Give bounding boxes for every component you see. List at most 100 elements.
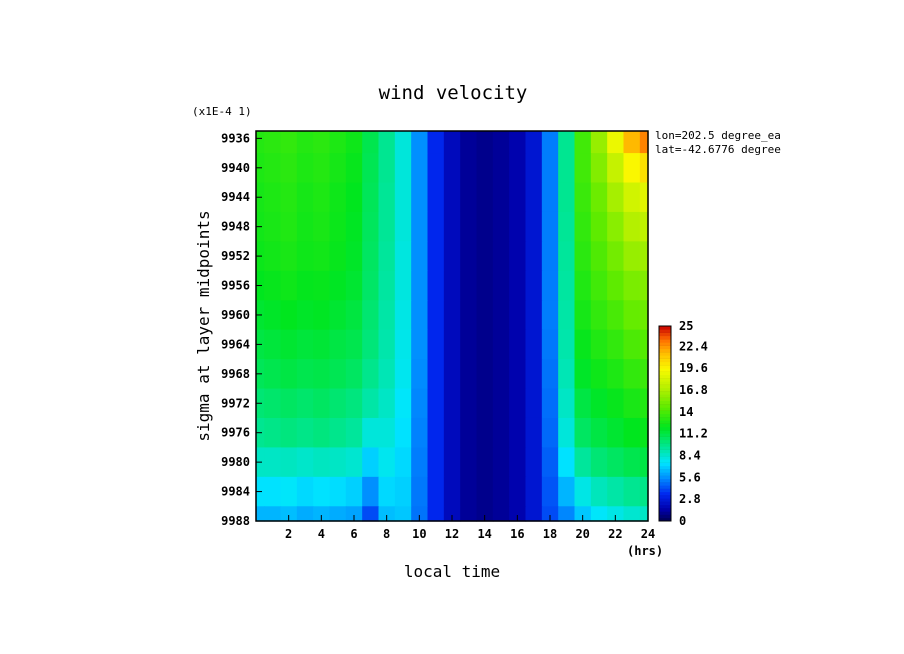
heatmap-cell: [280, 329, 298, 360]
heatmap-cell: [476, 241, 494, 272]
y-tick-label: 9984: [221, 485, 250, 499]
heatmap-cell: [492, 417, 510, 449]
heatmap-cell: [607, 329, 625, 360]
heatmap-cell: [427, 270, 445, 301]
heatmap-cell: [460, 270, 478, 301]
colorbar-labels: 25 22.4 19.6 16.8 14 11.2 8.4 5.6 2.8 0: [679, 319, 708, 528]
colorbar-swatch: [659, 501, 671, 506]
heatmap-cell: [256, 506, 265, 522]
heatmap-cell: [362, 329, 380, 360]
heatmap-cell: [590, 182, 608, 213]
heatmap-cell: [607, 447, 625, 478]
heatmap-cell: [394, 270, 412, 301]
heatmap-cell: [574, 131, 592, 154]
heatmap-cell: [329, 329, 347, 360]
heatmap-cell: [411, 153, 429, 184]
heatmap-cell: [541, 270, 559, 301]
heatmap-cell: [574, 211, 592, 242]
colorbar-swatch: [659, 465, 671, 470]
heatmap-cell: [394, 300, 412, 331]
heatmap-cell: [264, 359, 282, 390]
heatmap-cell: [623, 476, 641, 507]
heatmap-cell: [443, 153, 461, 184]
heatmap-cell: [378, 359, 396, 390]
heatmap-cell: [378, 300, 396, 331]
heatmap-cell: [264, 447, 282, 478]
heatmap-cell: [558, 153, 576, 184]
colorbar-swatch: [659, 335, 671, 340]
heatmap-cell: [639, 329, 649, 360]
heatmap-cell: [509, 506, 527, 522]
colorbar-swatch: [659, 420, 671, 424]
heatmap-cell: [509, 476, 527, 507]
heatmap-cell: [280, 270, 298, 301]
heatmap-cell: [345, 447, 363, 478]
heatmap-cell: [329, 300, 347, 331]
colorbar-swatch: [659, 443, 671, 447]
heatmap-cell: [525, 270, 543, 301]
heatmap-cell: [378, 241, 396, 272]
y-tick-label: 9964: [221, 337, 250, 351]
heatmap-cell: [492, 506, 510, 522]
colorbar-swatch: [659, 436, 671, 441]
heatmap-cell: [460, 241, 478, 272]
heatmap-cell: [443, 506, 461, 522]
heatmap-cell: [280, 211, 298, 242]
heatmap-cell: [607, 417, 625, 449]
heatmap-cell: [460, 476, 478, 507]
y-tick-label: 9988: [221, 514, 250, 528]
colorbar-swatch: [659, 381, 671, 385]
colorbar-swatch: [659, 417, 671, 421]
heatmap-cell: [362, 388, 380, 419]
colorbar-swatch: [659, 472, 671, 476]
heatmap-cell: [607, 131, 625, 154]
heatmap-cell: [443, 388, 461, 419]
heatmap-cell: [411, 131, 429, 154]
heatmap-cell: [378, 131, 396, 154]
heatmap-cell: [525, 211, 543, 242]
y-tick-label: 9940: [221, 161, 250, 175]
heatmap-cell: [492, 447, 510, 478]
heatmap-cell: [525, 131, 543, 154]
heatmap-cell: [492, 131, 510, 154]
heatmap-cell: [280, 417, 298, 449]
heatmap-cell: [509, 300, 527, 331]
heatmap-cell: [460, 211, 478, 242]
heatmap-cell: [558, 241, 576, 272]
heatmap-cell: [509, 241, 527, 272]
heatmap-cell: [411, 270, 429, 301]
colorbar-swatch: [659, 355, 671, 359]
heatmap-cell: [394, 329, 412, 360]
colorbar-swatch: [659, 485, 671, 489]
chart-title: wind velocity: [379, 82, 528, 104]
heatmap-cell: [345, 329, 363, 360]
y-tick-label: 9948: [221, 220, 250, 234]
heatmap-cell: [590, 211, 608, 242]
heatmap-cell: [509, 329, 527, 360]
heatmap-cell: [427, 211, 445, 242]
colorbar-swatch: [659, 361, 671, 366]
heatmap-cell: [541, 506, 559, 522]
heatmap-cell: [313, 211, 331, 242]
heatmap-cell: [411, 359, 429, 390]
heatmap-cell: [443, 417, 461, 449]
heatmap-cell: [394, 506, 412, 522]
heatmap-cell: [362, 241, 380, 272]
colorbar-swatch: [659, 332, 671, 337]
x-tick-label: 10: [412, 527, 426, 541]
x-axis-label: local time: [404, 562, 500, 581]
colorbar-label: 11.2: [679, 427, 708, 441]
y-scale-note: (x1E-4 1): [192, 105, 252, 118]
heatmap-cell: [460, 300, 478, 331]
heatmap-cell: [525, 359, 543, 390]
heatmap-cell: [362, 417, 380, 449]
heatmap-cell: [296, 153, 314, 184]
x-axis: 2 4 6 8 10 12 14 16 18 20 22 24: [285, 515, 655, 541]
heatmap-cell: [492, 300, 510, 331]
heatmap-cell: [492, 211, 510, 242]
heatmap-cell: [378, 476, 396, 507]
x-tick-label: 4: [318, 527, 325, 541]
heatmap-cell: [525, 506, 543, 522]
heatmap-cell: [574, 182, 592, 213]
colorbar-swatch: [659, 391, 671, 395]
